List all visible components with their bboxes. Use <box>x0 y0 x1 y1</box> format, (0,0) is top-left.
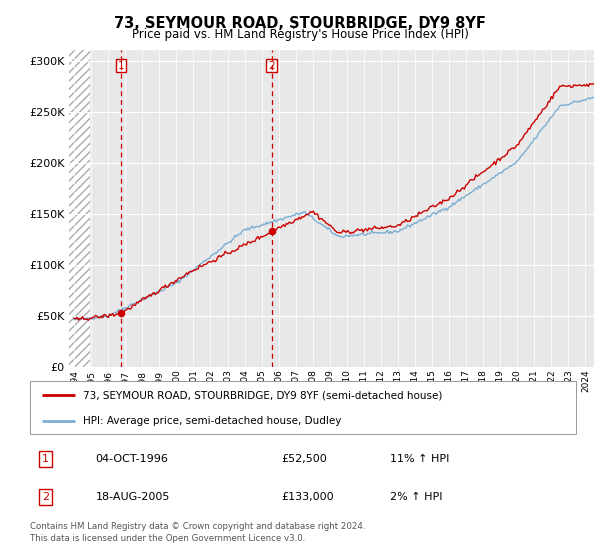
Text: Contains HM Land Registry data © Crown copyright and database right 2024.
This d: Contains HM Land Registry data © Crown c… <box>30 522 365 543</box>
Text: Price paid vs. HM Land Registry's House Price Index (HPI): Price paid vs. HM Land Registry's House … <box>131 28 469 41</box>
Text: HPI: Average price, semi-detached house, Dudley: HPI: Average price, semi-detached house,… <box>83 416 341 426</box>
Text: 1: 1 <box>118 60 124 71</box>
Text: 2: 2 <box>42 492 49 502</box>
Text: 18-AUG-2005: 18-AUG-2005 <box>95 492 170 502</box>
Text: 73, SEYMOUR ROAD, STOURBRIDGE, DY9 8YF (semi-detached house): 73, SEYMOUR ROAD, STOURBRIDGE, DY9 8YF (… <box>83 390 442 400</box>
Text: 04-OCT-1996: 04-OCT-1996 <box>95 454 169 464</box>
Bar <box>65 50 90 367</box>
Text: £133,000: £133,000 <box>281 492 334 502</box>
Text: 2: 2 <box>268 60 275 71</box>
Text: 1: 1 <box>42 454 49 464</box>
Text: £52,500: £52,500 <box>281 454 327 464</box>
Text: 2% ↑ HPI: 2% ↑ HPI <box>391 492 443 502</box>
Text: 73, SEYMOUR ROAD, STOURBRIDGE, DY9 8YF: 73, SEYMOUR ROAD, STOURBRIDGE, DY9 8YF <box>114 16 486 31</box>
Text: 11% ↑ HPI: 11% ↑ HPI <box>391 454 450 464</box>
